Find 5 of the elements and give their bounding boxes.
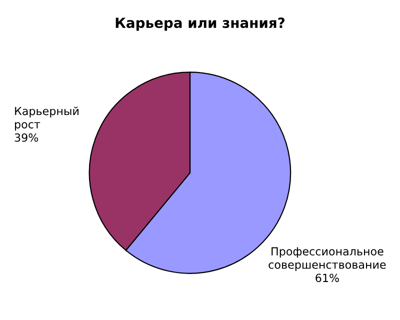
slice-label: Профессиональное совершенствование bbox=[268, 247, 386, 271]
data-label: 39% bbox=[14, 133, 38, 142]
chart-title: Карьера или знания? bbox=[116, 18, 285, 31]
data-label: 61% bbox=[316, 274, 339, 282]
slice-label: Карьерный рост bbox=[15, 106, 78, 131]
